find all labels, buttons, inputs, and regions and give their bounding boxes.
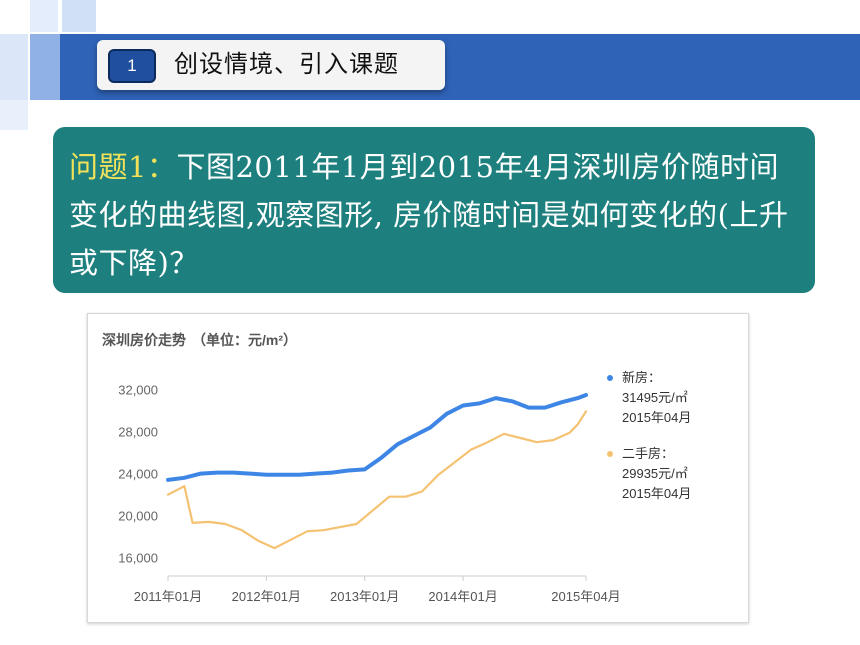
x-tick-label: 2011年01月: [134, 589, 202, 604]
chart-panel: 深圳房价走势 （单位：元/m²） 32,000 28,000 24,000 20,00…: [87, 313, 749, 623]
y-tick-label: 28,000: [118, 425, 158, 440]
chart-title: 深圳房价走势: [102, 332, 186, 348]
legend-dot: [607, 451, 613, 457]
chart-subtitle: （单位：元/m²）: [192, 332, 297, 348]
section-title: 创设情境、引入课题: [174, 50, 399, 78]
y-tick-label: 16,000: [118, 551, 158, 566]
x-axis: 2011年01月 2012年01月 2013年01月 2014年01月 2015年04月: [134, 575, 621, 604]
legend-series-value: 29935元/㎡: [622, 466, 688, 481]
question-label: 问题1：: [69, 150, 177, 184]
legend-dot: [607, 375, 613, 381]
legend-series-name: 新房：: [622, 370, 661, 385]
x-tick-label: 2013年01月: [330, 589, 399, 604]
x-tick-label: 2015年04月: [551, 589, 620, 604]
price-trend-chart: 深圳房价走势 （单位：元/m²） 32,000 28,000 24,000 20,00…: [102, 332, 691, 604]
decor-square: [0, 34, 28, 100]
question-body: 下图2011年1月到2015年4月深圳房价随时间变化的曲线图,观察图形, 房价随…: [69, 150, 789, 280]
x-tick-label: 2012年01月: [232, 589, 301, 604]
question-text: 问题1：下图2011年1月到2015年4月深圳房价随时间变化的曲线图,观察图形,…: [69, 143, 801, 287]
legend-series-value: 31495元/㎡: [622, 390, 688, 405]
new-house-line: [166, 393, 588, 482]
second-hand-line: [166, 410, 588, 550]
y-tick-label: 32,000: [118, 383, 158, 398]
section-number-badge: 1: [108, 49, 156, 83]
y-tick-label: 20,000: [118, 509, 158, 524]
series-lines: [166, 393, 588, 550]
decor-square: [62, 0, 96, 32]
decor-square: [30, 0, 58, 32]
x-tick-label: 2014年01月: [428, 589, 497, 604]
legend-series-name: 二手房：: [622, 446, 674, 461]
y-tick-label: 24,000: [118, 467, 158, 482]
legend-series-date: 2015年04月: [622, 410, 691, 425]
decor-square: [0, 100, 28, 130]
y-axis: 32,000 28,000 24,000 20,000 16,000: [118, 383, 158, 566]
question-box: 问题1：下图2011年1月到2015年4月深圳房价随时间变化的曲线图,观察图形,…: [53, 127, 815, 293]
legend-series-date: 2015年04月: [622, 486, 691, 501]
